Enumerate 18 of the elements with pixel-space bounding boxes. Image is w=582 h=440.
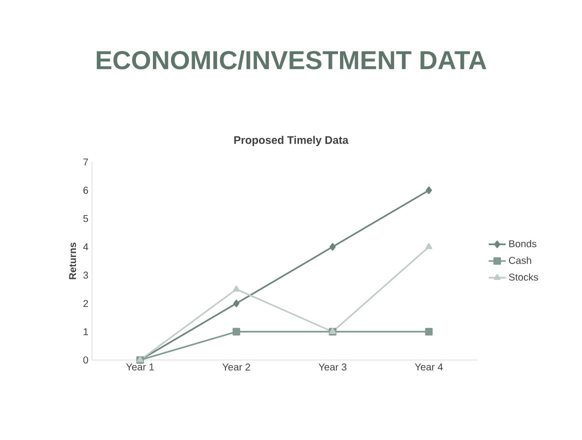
legend-label: Cash: [508, 256, 532, 264]
chart-title: ECONOMIC/INVESTMENT DATA: [96, 50, 486, 70]
x-tick-label: Year 4: [414, 364, 443, 370]
y-tick-label: 4: [83, 243, 88, 250]
y-axis-title: Returns: [69, 242, 76, 280]
x-tick-label: Year 1: [126, 364, 154, 370]
x-tick-label: Year 2: [222, 364, 250, 371]
legend-label: Bonds: [509, 240, 536, 248]
y-tick-label: 6: [83, 186, 88, 194]
y-tick-label: 3: [83, 272, 88, 279]
y-tick-label: 5: [83, 215, 88, 222]
y-tick-label: 2: [83, 300, 88, 307]
y-tick-label: 7: [83, 158, 88, 166]
x-tick-label: Year 3: [318, 364, 346, 371]
y-tick-label: 1: [84, 328, 88, 336]
chart-subtitle: Proposed Timely Data: [234, 136, 349, 146]
legend-label: Stocks: [508, 273, 538, 281]
y-tick-label: 0: [83, 356, 88, 364]
